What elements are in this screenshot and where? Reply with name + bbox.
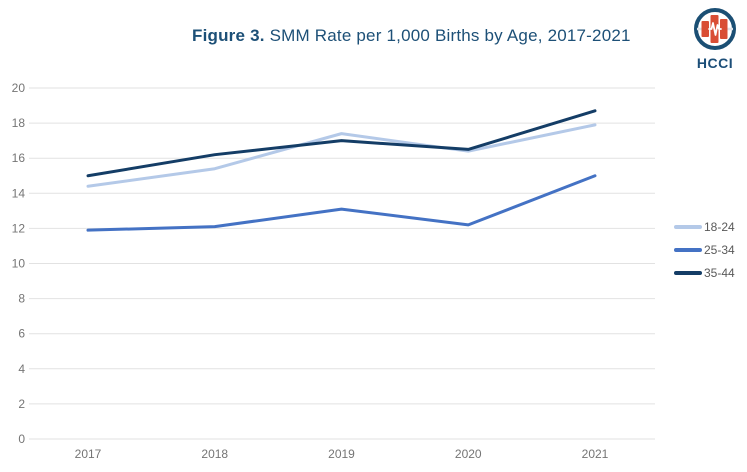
y-tick-label: 12 bbox=[12, 221, 26, 235]
y-tick-label: 2 bbox=[18, 397, 25, 411]
x-tick-label: 2020 bbox=[455, 447, 482, 461]
legend-item-35-44: 35-44 bbox=[674, 265, 735, 280]
y-tick-label: 8 bbox=[18, 292, 25, 306]
x-tick-label: 2018 bbox=[201, 447, 228, 461]
chart-legend: 18-24 25-34 35-44 bbox=[674, 219, 735, 280]
hcci-logo-text: HCCI bbox=[696, 55, 734, 71]
line-series-18-24 bbox=[86, 123, 597, 188]
y-tick-label: 20 bbox=[12, 81, 26, 95]
legend-swatch bbox=[674, 224, 702, 229]
y-tick-label: 14 bbox=[12, 186, 26, 200]
y-tick-label: 10 bbox=[12, 257, 26, 271]
legend-swatch bbox=[674, 270, 702, 275]
chart-title-figure-number: Figure 3. bbox=[192, 26, 265, 45]
chart-title-text: SMM Rate per 1,000 Births by Age, 2017-2… bbox=[264, 26, 631, 45]
line-series-25-34 bbox=[86, 174, 597, 232]
line-series-35-44 bbox=[86, 109, 597, 178]
x-tick-label: 2017 bbox=[75, 447, 102, 461]
x-tick-label: 2021 bbox=[582, 447, 609, 461]
y-tick-label: 6 bbox=[18, 327, 25, 341]
y-tick-label: 0 bbox=[18, 432, 25, 446]
legend-item-18-24: 18-24 bbox=[674, 219, 735, 234]
hcci-logo: HCCI bbox=[689, 8, 741, 71]
legend-swatch bbox=[674, 247, 702, 252]
legend-label: 25-34 bbox=[704, 242, 735, 257]
chart-title: Figure 3. SMM Rate per 1,000 Births by A… bbox=[192, 26, 631, 46]
hcci-heartbeat-bars-logo-icon bbox=[694, 8, 736, 50]
x-tick-label: 2019 bbox=[328, 447, 355, 461]
legend-item-25-34: 25-34 bbox=[674, 242, 735, 257]
y-tick-label: 16 bbox=[12, 151, 26, 165]
y-tick-label: 18 bbox=[12, 116, 26, 130]
legend-label: 18-24 bbox=[704, 219, 735, 234]
y-tick-label: 4 bbox=[18, 362, 25, 376]
legend-label: 35-44 bbox=[704, 265, 735, 280]
